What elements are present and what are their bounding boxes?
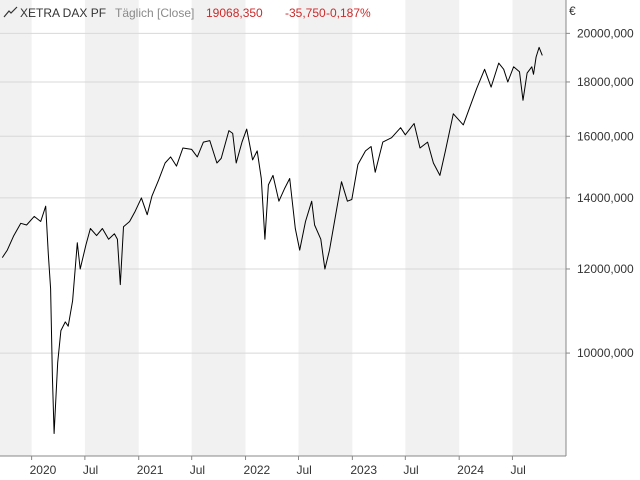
y-tick-label: 12000,000 [577, 262, 634, 276]
time-band [0, 0, 32, 456]
gridlines [0, 32, 566, 354]
interval-mode: Täglich [Close] [115, 6, 194, 20]
instrument-name: XETRA DAX PF [20, 6, 106, 20]
time-band [512, 0, 566, 456]
x-tick-label: Jul [83, 463, 98, 477]
x-tick-label: 2021 [137, 463, 164, 477]
time-band [298, 0, 353, 456]
x-tick-label: 2020 [30, 463, 57, 477]
x-tick-label: 2023 [350, 463, 377, 477]
x-tick-label: Jul [190, 463, 205, 477]
time-band [84, 0, 139, 456]
y-tick-label: 18000,000 [577, 75, 634, 89]
y-tick-label: 10000,000 [577, 346, 634, 360]
series-layer [1, 46, 543, 434]
x-tick-label: Jul [403, 463, 418, 477]
y-tick-label: 14000,000 [577, 191, 634, 205]
y-axis: 10000,000 12000,000 14000,000 16000,000 1800… [565, 0, 634, 456]
price-series-line [1, 46, 543, 434]
time-band [405, 0, 460, 456]
currency-label: € [569, 4, 576, 18]
change-absolute: -35,750 [285, 6, 326, 20]
chart-header: XETRA DAX PF Täglich [Close] 19068,350 -… [3, 6, 371, 20]
y-tick-label: 16000,000 [577, 129, 634, 143]
x-tick-label: 2024 [457, 463, 484, 477]
x-tick-label: 2022 [244, 463, 271, 477]
x-tick-label: Jul [297, 463, 312, 477]
year-bands [0, 0, 566, 456]
line-chart-icon [3, 6, 18, 18]
change-percent: -0,187% [326, 6, 371, 20]
x-axis: 2020 Jul 2021 Jul 2022 Jul 2023 Jul 2024 Jul [0, 455, 566, 477]
x-tick-label: Jul [510, 463, 525, 477]
y-tick-label: 20000,000 [577, 26, 634, 40]
time-band [191, 0, 246, 456]
last-price: 19068,350 [206, 6, 263, 20]
